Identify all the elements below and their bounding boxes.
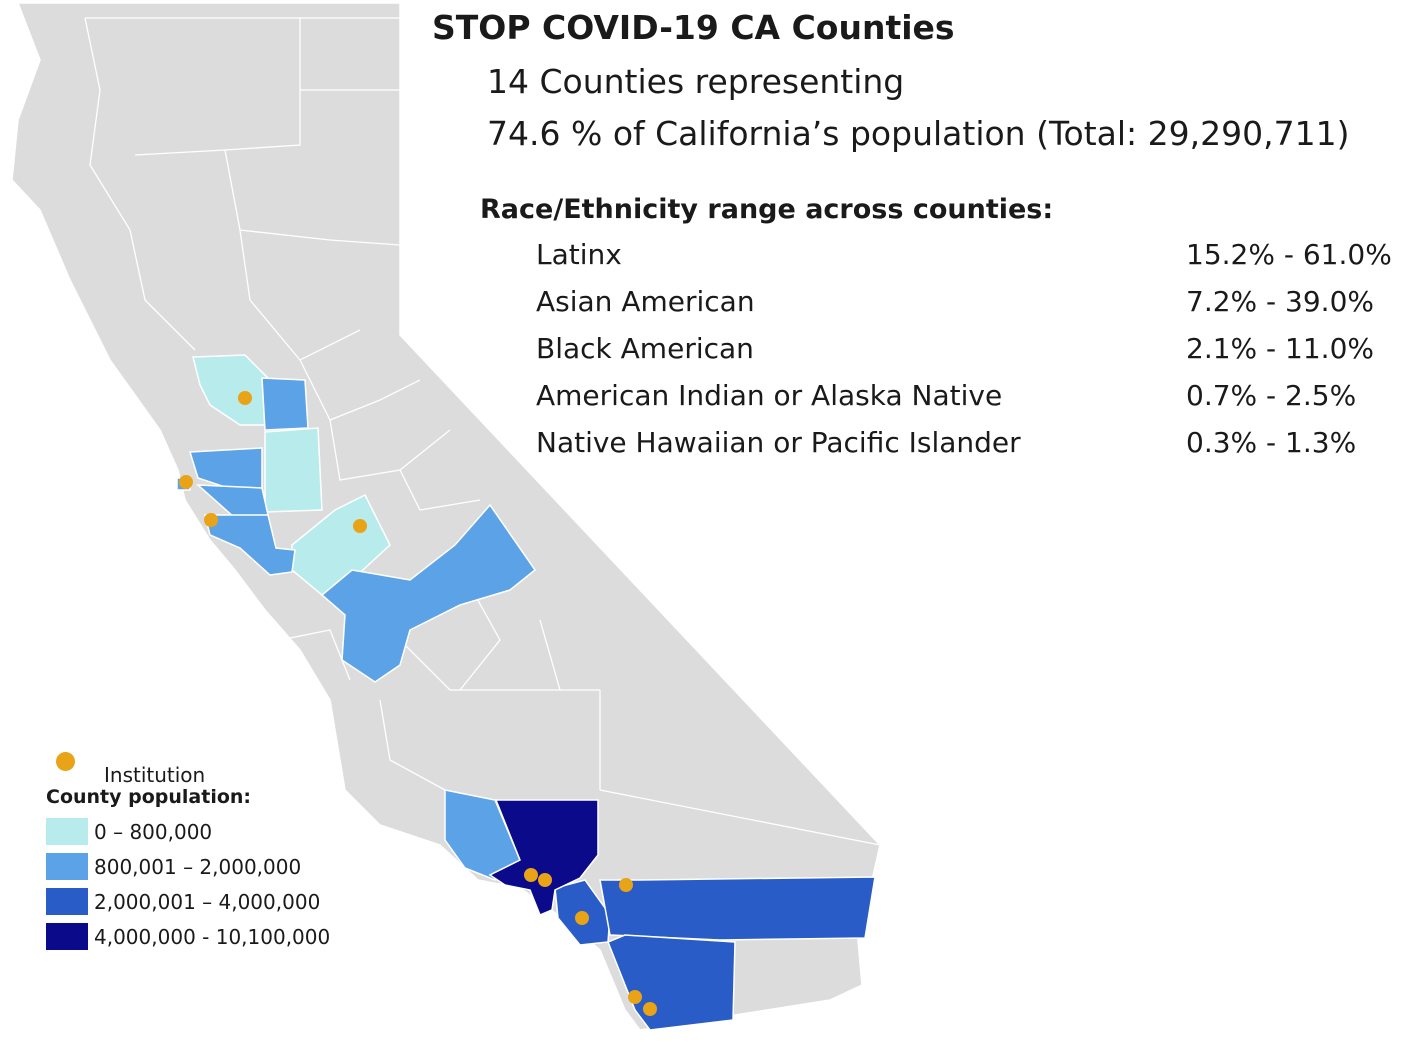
legend-bins: 0 – 800,000 800,001 – 2,000,000 2,000,00… [46, 816, 366, 956]
race-range: 0.3% - 1.3% [1186, 426, 1357, 459]
legend-swatch [46, 923, 88, 950]
legend-swatch [46, 818, 88, 845]
race-row: Black American 2.1% - 11.0% [536, 332, 1416, 379]
highlighted-counties [176, 354, 876, 1031]
race-row: Asian American 7.2% - 39.0% [536, 285, 1416, 332]
institution-marker [179, 475, 193, 489]
race-range: 0.7% - 2.5% [1186, 379, 1357, 412]
county-riverside [599, 876, 876, 941]
legend-bin: 4,000,000 - 10,100,000 [46, 921, 366, 956]
race-range: 7.2% - 39.0% [1186, 285, 1374, 318]
institution-marker [619, 878, 633, 892]
legend-swatch [46, 853, 88, 880]
county-santa-clara [204, 514, 296, 576]
institution-marker [353, 519, 367, 533]
race-row: Latinx 15.2% - 61.0% [536, 238, 1416, 285]
legend-swatch [46, 888, 88, 915]
institution-marker [204, 513, 218, 527]
map-title: STOP COVID-19 CA Counties [432, 8, 955, 47]
county-placer [261, 377, 309, 431]
race-group: Native Hawaiian or Pacific Islander [536, 426, 1021, 459]
county-fresno [320, 503, 537, 683]
institution-dot-icon [56, 752, 75, 771]
legend-institution-label: Institution [104, 763, 206, 787]
legend-bin-label: 4,000,000 - 10,100,000 [94, 925, 331, 949]
institution-marker [538, 873, 552, 887]
institution-marker [628, 990, 642, 1004]
race-group: American Indian or Alaska Native [536, 379, 1003, 412]
legend-bin: 2,000,001 – 4,000,000 [46, 886, 366, 921]
legend-bin-label: 2,000,001 – 4,000,000 [94, 890, 321, 914]
institution-marker [524, 868, 538, 882]
legend-bin: 0 – 800,000 [46, 816, 366, 851]
county-stanislaus [291, 493, 391, 596]
race-row: American Indian or Alaska Native 0.7% - … [536, 379, 1416, 426]
subtitle-population: 74.6 % of California’s population (Total… [487, 114, 1350, 153]
race-row: Native Hawaiian or Pacific Islander 0.3%… [536, 426, 1416, 473]
legend-bin-label: 800,001 – 2,000,000 [94, 855, 302, 879]
race-range: 15.2% - 61.0% [1186, 238, 1392, 271]
legend-bin-label: 0 – 800,000 [94, 820, 213, 844]
county-san-diego [607, 934, 736, 1031]
legend-population-title: County population: [46, 786, 252, 808]
county-los-angeles [488, 799, 599, 916]
county-ventura [444, 789, 521, 881]
subtitle-counties: 14 Counties representing [487, 62, 905, 101]
california-state-outline [11, 2, 881, 1031]
county-yolo [192, 354, 269, 426]
institution-marker [643, 1002, 657, 1016]
institution-marker [238, 391, 252, 405]
race-group: Asian American [536, 285, 755, 318]
race-group: Black American [536, 332, 754, 365]
legend-institution: Institution [56, 752, 276, 787]
legend-bin: 800,001 – 2,000,000 [46, 851, 366, 886]
race-range: 2.1% - 11.0% [1186, 332, 1374, 365]
race-group: Latinx [536, 238, 622, 271]
institution-marker [575, 911, 589, 925]
race-ethnicity-list: Latinx 15.2% - 61.0% Asian American 7.2%… [536, 238, 1416, 473]
institution-markers [179, 391, 657, 1016]
race-ethnicity-title: Race/Ethnicity range across counties: [480, 194, 1054, 225]
county-sacramento [264, 427, 323, 513]
county-boundaries [84, 17, 881, 846]
